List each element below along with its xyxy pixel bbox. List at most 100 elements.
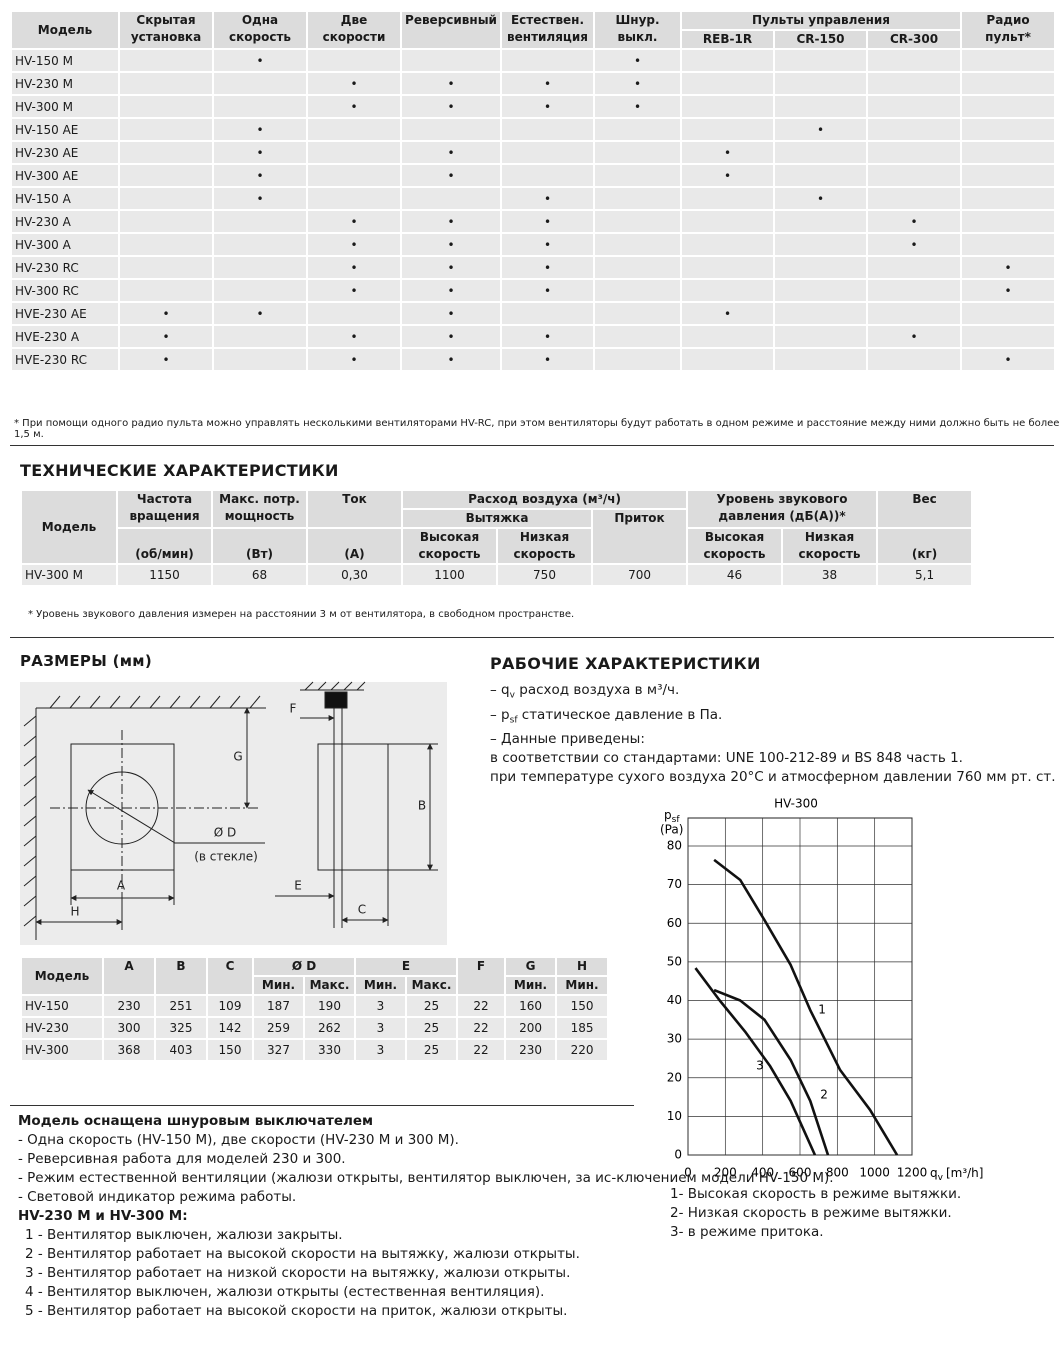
table-cell: •	[306, 278, 402, 303]
table-cell	[960, 48, 1057, 73]
table-cell	[680, 255, 775, 280]
table-cell	[400, 48, 502, 73]
model-cell: HV-150 AE	[10, 117, 120, 142]
table-cell: 187	[252, 994, 305, 1018]
table-cell: 300	[102, 1016, 156, 1040]
model-cell: HV-230 A	[10, 209, 120, 234]
description-line: - Режим естественной вентиляции (жалюзи …	[18, 1170, 834, 1186]
footnote: * При помощи одного радио пульта можно у…	[14, 418, 1060, 440]
x-axis-sub: v	[938, 1173, 944, 1183]
table-cell	[960, 140, 1057, 165]
table-cell	[865, 255, 963, 280]
model-cell: HV-300 AE	[10, 163, 120, 188]
table-cell	[773, 278, 868, 303]
table-cell: 0,30	[306, 563, 403, 587]
curve	[713, 988, 830, 1156]
table-cell: 160	[504, 994, 558, 1018]
table-cell: •	[400, 255, 502, 280]
table-cell	[212, 278, 308, 303]
table-cell	[680, 186, 775, 211]
table-cell: 25	[404, 994, 459, 1018]
table-cell	[306, 140, 402, 165]
table-cell: 5,1	[876, 563, 974, 587]
table-cell	[500, 163, 595, 188]
y-tick-label: 40	[667, 993, 682, 1007]
table-cell	[118, 163, 214, 188]
table-cell: •	[865, 232, 963, 257]
table-cell: 262	[303, 1016, 356, 1040]
header-cell: Мин.	[252, 975, 305, 996]
table-cell: •	[306, 94, 402, 119]
table-cell: •	[212, 301, 308, 326]
tech-table: Модель Частота вращения Макс. потр. мощн…	[20, 489, 974, 587]
note-line: в соответствии со стандартами: UNE 100-2…	[490, 749, 1056, 768]
model-cell: HV-300 M	[20, 563, 118, 587]
header-cell: Макс.	[303, 975, 356, 996]
header-cell: Естествен. вентиляция	[500, 10, 595, 50]
separator	[10, 1105, 634, 1106]
table-cell	[960, 186, 1057, 211]
table-cell	[593, 117, 682, 142]
table-row: HV-230 M • • • •	[10, 71, 1057, 96]
x-axis-symbol: q	[930, 1166, 938, 1180]
table-cell	[118, 48, 214, 73]
header-cell: C	[206, 956, 254, 996]
separator	[10, 637, 1054, 638]
model-cell: HV-230 AE	[10, 140, 120, 165]
table-cell: •	[306, 232, 402, 257]
table-cell: •	[400, 278, 502, 303]
table-cell	[865, 117, 963, 142]
table-cell: •	[400, 301, 502, 326]
table-cell: 200	[504, 1016, 558, 1040]
table-cell: •	[400, 209, 502, 234]
table-cell: 142	[206, 1016, 254, 1040]
table-cell	[960, 94, 1057, 119]
header-cell: Модель	[20, 956, 104, 996]
header-cell: Вытяжка	[401, 508, 593, 529]
y-axis-symbol: p	[664, 808, 672, 822]
table-cell	[865, 48, 963, 73]
note-text: – q	[490, 682, 510, 698]
model-cell: HV-300	[20, 1038, 104, 1062]
table-cell: •	[400, 140, 502, 165]
table-cell: 700	[590, 563, 689, 587]
table-cell	[773, 232, 868, 257]
table-cell	[865, 94, 963, 119]
table-cell: •	[306, 209, 402, 234]
table-cell	[500, 117, 595, 142]
model-cell: HV-300 RC	[10, 278, 120, 303]
section-title: ТЕХНИЧЕСКИЕ ХАРАКТЕРИСТИКИ	[20, 461, 339, 480]
table-cell: •	[960, 347, 1057, 372]
curve-label: 3	[756, 1059, 764, 1073]
model-cell: HV-230 M	[10, 71, 120, 96]
note-line: – qv расход воздуха в м³/ч.	[490, 681, 1056, 706]
table-cell	[212, 232, 308, 257]
table-cell	[400, 186, 502, 211]
table-row: HV-230 300 325 142 259 262 3 25 22 200 185	[20, 1016, 610, 1040]
features-table: Модель Скрытая установка Одна скорость Д…	[10, 10, 1057, 372]
table-cell	[118, 94, 214, 119]
table-cell: 22	[456, 994, 507, 1018]
table-row: HV-150 A • • •	[10, 186, 1057, 211]
x-tick-label: 400	[751, 1166, 774, 1180]
table-cell	[680, 48, 775, 73]
table-cell	[960, 163, 1057, 188]
header-cell: Шнур. выкл.	[593, 10, 682, 50]
table-cell: •	[400, 71, 502, 96]
x-tick-label: 200	[714, 1166, 737, 1180]
dim-label: Ø D	[214, 826, 237, 840]
header-cell: Низкая скорость	[496, 527, 593, 565]
header-cell: (об/мин)	[116, 527, 213, 565]
table-cell	[865, 186, 963, 211]
table-cell	[680, 324, 775, 349]
header-cell: Ø D	[252, 956, 356, 977]
table-cell	[960, 324, 1057, 349]
table-cell	[593, 255, 682, 280]
table-cell	[680, 278, 775, 303]
table-cell	[593, 278, 682, 303]
table-cell: 109	[206, 994, 254, 1018]
note-text: в соответствии со стандартами: UNE 100-2…	[490, 750, 963, 767]
header-cell: H	[555, 956, 610, 977]
model-cell: HV-300 M	[10, 94, 120, 119]
header-cell: Макс. потр. мощность	[211, 489, 308, 529]
